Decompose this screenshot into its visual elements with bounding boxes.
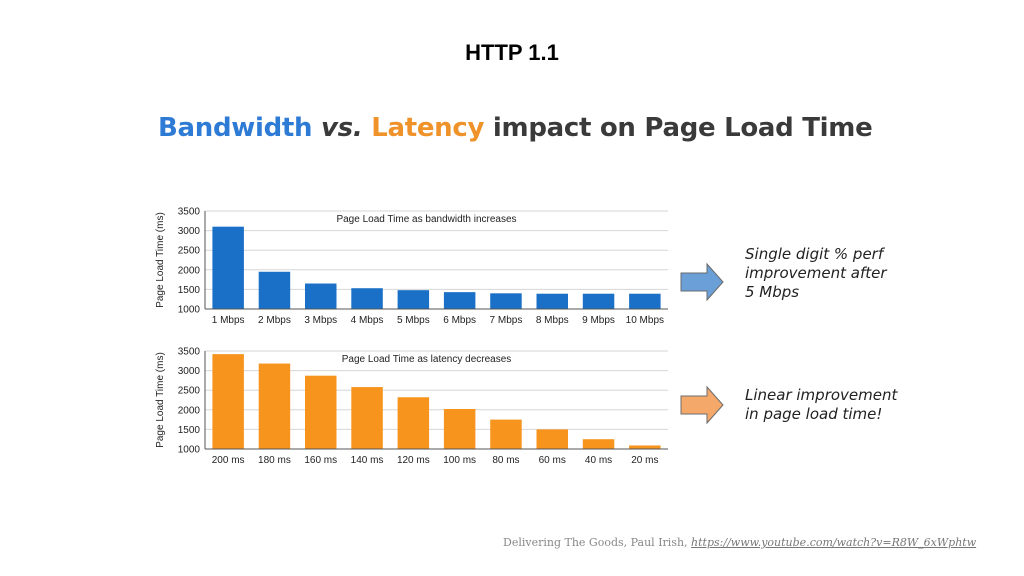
latency-bar xyxy=(397,397,430,449)
latency-callout: Linear improvement in page load time! xyxy=(745,386,897,424)
latency-ytick-label: 1000 xyxy=(178,445,201,456)
heading-bandwidth: Bandwidth xyxy=(158,113,313,143)
chart-heading: Bandwidth vs. Latency impact on Page Loa… xyxy=(158,113,873,143)
heading-vs: vs. xyxy=(321,113,363,143)
bandwidth-xtick-label: 6 Mbps xyxy=(443,315,476,326)
bandwidth-callout: Single digit % perf improvement after 5 … xyxy=(745,245,887,302)
bandwidth-chart-title: Page Load Time as bandwidth increases xyxy=(336,214,516,225)
bandwidth-ytick-label: 1000 xyxy=(178,305,201,316)
latency-xtick-label: 120 ms xyxy=(397,455,430,466)
bandwidth-callout-line: 5 Mbps xyxy=(745,283,800,301)
latency-ytick-label: 3000 xyxy=(178,366,201,377)
latency-ytick-label: 1500 xyxy=(178,425,201,436)
latency-bar xyxy=(351,387,383,449)
latency-y-axis-label: Page Load Time (ms) xyxy=(155,352,166,448)
latency-bar xyxy=(305,375,337,449)
latency-xtick-label: 20 ms xyxy=(631,455,658,466)
bandwidth-bar xyxy=(490,293,522,309)
bandwidth-xtick-label: 9 Mbps xyxy=(582,315,615,326)
source-caption: Delivering The Goods, Paul Irish, https:… xyxy=(503,536,976,549)
bandwidth-ytick-label: 3500 xyxy=(178,207,201,218)
bandwidth-bar xyxy=(629,293,661,309)
latency-callout-line: in page load time! xyxy=(745,405,883,423)
latency-xtick-label: 60 ms xyxy=(539,455,566,466)
latency-ytick-label: 2500 xyxy=(178,386,201,397)
bandwidth-xtick-label: 1 Mbps xyxy=(212,315,245,326)
bandwidth-xtick-label: 7 Mbps xyxy=(490,315,523,326)
latency-bar xyxy=(258,363,291,449)
latency-xtick-label: 140 ms xyxy=(351,455,384,466)
latency-xtick-label: 80 ms xyxy=(492,455,519,466)
bandwidth-arrow-icon xyxy=(680,262,724,302)
bandwidth-bar xyxy=(397,290,430,309)
caption-link[interactable]: https://www.youtube.com/watch?v=R8W_6xWp… xyxy=(691,536,977,549)
bandwidth-callout-line: Single digit % perf xyxy=(745,245,884,263)
bandwidth-bar xyxy=(582,293,615,309)
slide-title: HTTP 1.1 xyxy=(465,40,559,65)
latency-bar xyxy=(490,419,522,449)
heading-latency: Latency xyxy=(371,113,485,143)
bandwidth-ytick-label: 1500 xyxy=(178,285,201,296)
bandwidth-bar xyxy=(212,226,244,309)
bandwidth-xtick-label: 10 Mbps xyxy=(626,315,664,326)
latency-chart-title: Page Load Time as latency decreases xyxy=(342,354,512,365)
bandwidth-xtick-label: 3 Mbps xyxy=(304,315,337,326)
caption-text: Delivering The Goods, Paul Irish, xyxy=(503,536,688,549)
latency-bar xyxy=(629,445,661,449)
latency-xtick-label: 200 ms xyxy=(212,455,245,466)
bandwidth-xtick-label: 2 Mbps xyxy=(258,315,291,326)
latency-ytick-label: 3500 xyxy=(178,347,201,358)
bandwidth-xtick-label: 4 Mbps xyxy=(351,315,384,326)
latency-ytick-label: 2000 xyxy=(178,405,201,416)
bandwidth-bar xyxy=(305,283,337,309)
latency-bar xyxy=(212,354,244,449)
latency-bar xyxy=(582,439,615,449)
bandwidth-bar xyxy=(258,271,291,309)
bandwidth-bar xyxy=(536,293,568,309)
bandwidth-ytick-label: 3000 xyxy=(178,226,201,237)
latency-xtick-label: 100 ms xyxy=(443,455,476,466)
latency-callout-line: Linear improvement xyxy=(745,386,898,404)
bandwidth-callout-line: improvement after xyxy=(745,264,887,282)
bandwidth-ytick-label: 2500 xyxy=(178,246,201,257)
latency-arrow-icon xyxy=(680,385,724,425)
heading-rest: impact on Page Load Time xyxy=(492,113,873,143)
latency-bar xyxy=(536,429,568,449)
bandwidth-xtick-label: 8 Mbps xyxy=(536,315,569,326)
latency-bar xyxy=(443,409,476,449)
bandwidth-ytick-label: 2000 xyxy=(178,265,201,276)
bandwidth-bar xyxy=(351,288,383,309)
latency-xtick-label: 40 ms xyxy=(585,455,612,466)
latency-xtick-label: 160 ms xyxy=(304,455,337,466)
bandwidth-xtick-label: 5 Mbps xyxy=(397,315,430,326)
bandwidth-y-axis-label: Page Load Time (ms) xyxy=(155,212,166,308)
bandwidth-bar xyxy=(443,292,476,309)
latency-xtick-label: 180 ms xyxy=(258,455,291,466)
